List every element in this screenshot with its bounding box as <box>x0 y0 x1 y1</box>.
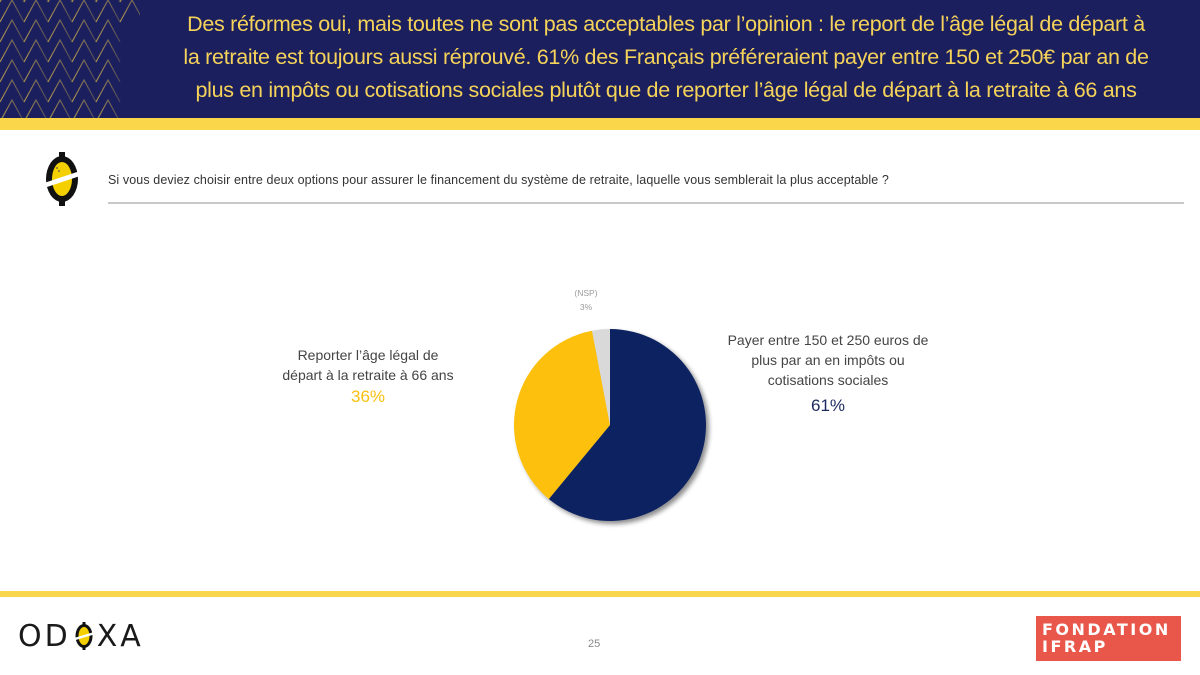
chevron-stroke <box>95 78 121 103</box>
chevron-stroke <box>23 58 49 83</box>
slice-label-reporter: Reporter l’âge légal de départ à la retr… <box>268 345 468 409</box>
pie-chart <box>514 329 706 521</box>
header-banner: Des réformes oui, mais toutes ne sont pa… <box>0 0 1200 118</box>
odoxa-logo: OD XA <box>18 618 144 654</box>
slice-label-payer: Payer entre 150 et 250 euros de plus par… <box>708 330 948 418</box>
slice-label-line: plus par an en impôts ou <box>751 352 905 368</box>
odoxa-logo-prefix: OD <box>18 618 71 654</box>
chevron-stroke <box>47 18 73 43</box>
slice-label-line: Payer entre 150 et 250 euros de <box>727 332 929 348</box>
chevron-stroke <box>0 38 25 63</box>
chevron-stroke <box>47 58 73 83</box>
ifrap-logo-line: FONDATION <box>1042 620 1171 639</box>
chevron-stroke <box>119 0 122 3</box>
slice-label-line: départ à la retraite à 66 ans <box>282 367 454 383</box>
odoxa-logo-suffix: XA <box>96 618 144 654</box>
slice-value-reporter: 36% <box>350 387 386 406</box>
odoxa-o-icon <box>73 622 94 650</box>
chevron-stroke <box>119 0 140 23</box>
slide-title: Des réformes oui, mais toutes ne sont pa… <box>140 8 1192 107</box>
footer-accent-bar <box>0 591 1200 597</box>
pie-slice-payer <box>548 329 706 521</box>
chevron-stroke <box>23 0 49 23</box>
chevron-stroke <box>95 18 121 43</box>
slice-label-line: cotisations sociales <box>767 372 889 388</box>
chevron-stroke <box>71 38 97 63</box>
chevron-stroke <box>1 98 23 118</box>
ifrap-logo-line: IFRAP <box>1042 637 1108 656</box>
slide-title-line: la retraite est toujours aussi réprouvé.… <box>183 45 1149 69</box>
chevron-stroke <box>0 58 25 83</box>
chevron-stroke <box>0 78 25 103</box>
slide-title-line: Des réformes oui, mais toutes ne sont pa… <box>187 12 1145 36</box>
chevron-stroke <box>97 98 119 118</box>
chevron-stroke <box>0 18 25 43</box>
chevron-stroke <box>49 98 71 118</box>
slide-title-line: plus en impôts ou cotisations sociales p… <box>195 78 1137 102</box>
survey-question: Si vous deviez choisir entre deux option… <box>108 173 889 187</box>
chevron-stroke <box>95 58 121 83</box>
chevron-pattern-decoration <box>0 0 140 118</box>
chevron-stroke <box>95 38 121 63</box>
page-number: 25 <box>588 638 601 650</box>
chevron-stroke <box>71 58 97 83</box>
slice-label-line: (NSP) <box>574 288 598 298</box>
chevron-stroke <box>95 0 121 23</box>
fondation-ifrap-logo: FONDATION IFRAP <box>1036 616 1181 661</box>
chevron-stroke <box>47 78 73 103</box>
chevron-stroke <box>71 0 97 23</box>
slice-label-nsp: (NSP) 3% <box>560 286 612 314</box>
chevron-stroke <box>23 78 49 103</box>
slice-value-payer: 61% <box>810 396 846 415</box>
pie-slice-nsp <box>592 329 610 425</box>
chevron-stroke <box>73 98 95 118</box>
header-accent-bar <box>0 118 1200 130</box>
chevron-stroke <box>47 38 73 63</box>
chevron-stroke <box>0 0 25 23</box>
chevron-stroke <box>71 78 97 103</box>
slice-label-line: Reporter l’âge légal de <box>297 347 439 363</box>
chevron-stroke <box>47 0 73 23</box>
chevron-stroke <box>25 98 47 118</box>
question-divider <box>108 202 1184 204</box>
slice-value-nsp: 3% <box>579 302 593 312</box>
chevron-stroke <box>23 18 49 43</box>
pie-slice-reporter <box>514 330 610 499</box>
chevron-stroke <box>23 38 49 63</box>
chevron-stroke <box>71 18 97 43</box>
odoxa-question-icon <box>44 152 80 206</box>
